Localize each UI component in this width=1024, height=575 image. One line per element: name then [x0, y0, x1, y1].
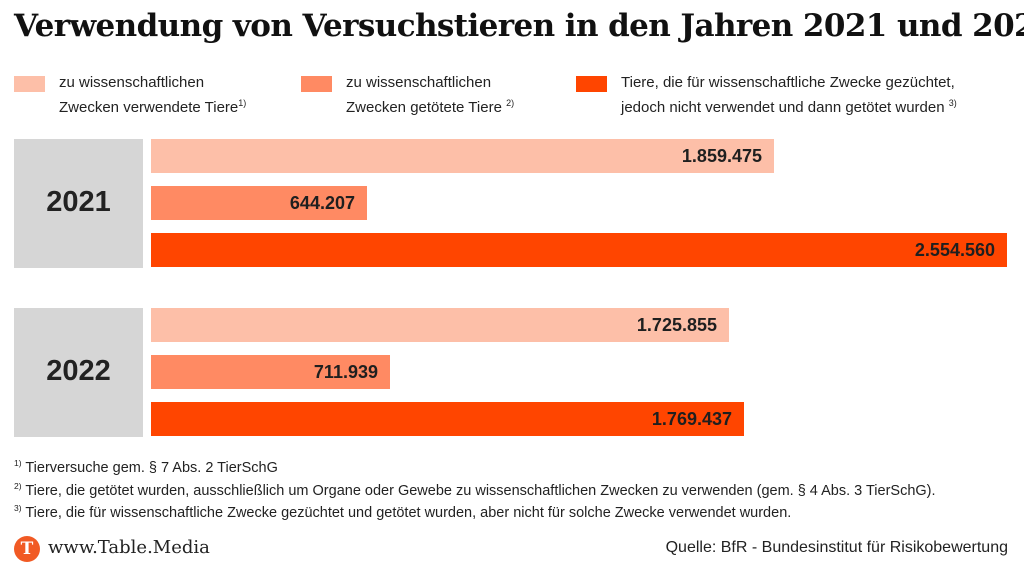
legend-footnote-ref-3: 3) [948, 98, 957, 108]
bar-2022-series-3 [151, 402, 744, 436]
bar-2021-series-2 [151, 186, 367, 220]
footnote-1: 1) Tierversuche gem. § 7 Abs. 2 TierSchG [14, 458, 278, 476]
site-url: www.Table.Media [48, 537, 210, 558]
bar-value-label-2022-series-3: 1.769.437 [651, 409, 732, 429]
year-block-2022 [14, 308, 143, 437]
legend-label-bred-line2: jedoch nicht verwendet und dann getötet … [621, 99, 945, 116]
bar-value-label-2021-series-3: 2.554.560 [914, 240, 995, 260]
category-label-2021: 2021 [46, 185, 111, 218]
legend-swatch-killed [301, 76, 332, 92]
legend-label-killed-line2: Zwecken getötete Tiere [346, 99, 502, 116]
chart-title: Verwendung von Versuchstieren in den Jah… [14, 8, 1024, 44]
year-block-2021 [14, 139, 143, 268]
legend-item-killed: zu wissenschaftlichen Zwecken getötete T… [301, 72, 514, 118]
bar-2021-series-1 [151, 139, 774, 173]
bar-2021-series-3 [151, 233, 1007, 267]
table-media-logo-icon: T [14, 536, 40, 562]
legend-label-used-line1: zu wissenschaftlichen [59, 74, 205, 91]
legend-item-used: zu wissenschaftlichen Zwecken verwendete… [14, 72, 246, 118]
legend-label-killed-line1: zu wissenschaftlichen [346, 74, 492, 91]
source-note: Quelle: BfR - Bundesinstitut für Risikob… [665, 539, 1008, 556]
bar-value-label-2021-series-1: 1.859.475 [681, 146, 762, 166]
legend-swatch-bred [576, 76, 607, 92]
legend-footnote-ref-2: 2) [506, 98, 515, 108]
legend-item-bred: Tiere, die für wissenschaftliche Zwecke … [576, 72, 957, 118]
legend-label-used-line2: Zwecken verwendete Tiere [59, 99, 239, 116]
legend-swatch-used [14, 76, 45, 92]
bar-value-label-2022-series-1: 1.725.855 [636, 315, 717, 335]
footnote-3: 3) Tiere, die für wissenschaftliche Zwec… [14, 503, 792, 521]
bar-2022-series-1 [151, 308, 729, 342]
bar-value-label-2022-series-2: 711.939 [313, 362, 378, 382]
footnote-2: 2) Tiere, die getötet wurden, ausschließ… [14, 481, 936, 499]
legend-label-bred-line1: Tiere, die für wissenschaftliche Zwecke … [621, 74, 955, 91]
legend-footnote-ref-1: 1) [238, 98, 247, 108]
category-label-2022: 2022 [46, 354, 111, 387]
bar-2022-series-2 [151, 355, 390, 389]
bar-value-label-2021-series-2: 644.207 [289, 193, 355, 213]
